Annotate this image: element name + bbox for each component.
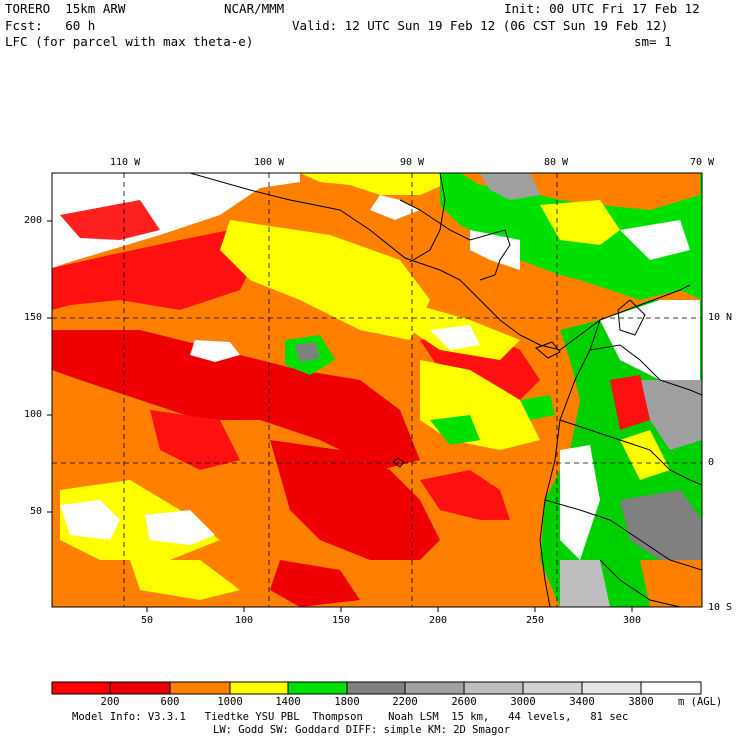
model-info-line2: LW: Godd SW: Goddard DIFF: simple KM: 2D… (213, 724, 511, 736)
init-time: Init: 00 UTC Fri 17 Feb 12 (504, 1, 700, 16)
colorbar-label: 600 (160, 696, 180, 708)
colorbar-label: 2200 (392, 696, 418, 708)
lon-label-100w: 100 W (254, 157, 285, 168)
colorbar-label: 1000 (217, 696, 243, 708)
colorbar-label: 3800 (628, 696, 654, 708)
colorbar-label: 1800 (334, 696, 360, 708)
y-grid-label-150: 150 (24, 312, 43, 323)
x-grid-label-50: 50 (141, 615, 154, 626)
map-frame (51, 172, 703, 608)
model-title: TORERO 15km ARW (5, 1, 126, 16)
colorbar-label: 1400 (275, 696, 301, 708)
colorbar-label: 3000 (510, 696, 536, 708)
y-grid-label-100: 100 (24, 409, 43, 420)
lat-label-10n: 10 N (708, 312, 733, 323)
x-grid-label-250: 250 (526, 615, 545, 626)
x-grid-label-300: 300 (623, 615, 642, 626)
y-grid-label-50: 50 (30, 506, 43, 517)
x-grid-label-200: 200 (429, 615, 448, 626)
colorbar-unit: m (AGL) (678, 696, 723, 708)
lon-label-70w: 70 W (690, 157, 715, 168)
colorbar-label: 3400 (569, 696, 595, 708)
model-info-line1: Model Info: V3.3.1 Tiedtke YSU PBL Thomp… (72, 711, 629, 723)
smoothing-label: sm= 1 (634, 34, 672, 49)
x-grid-label-150: 150 (332, 615, 351, 626)
red-band-center (52, 330, 420, 470)
y-grid-label-200: 200 (24, 215, 43, 226)
lon-label-90w: 90 W (400, 157, 425, 168)
white-area-northwest (52, 173, 300, 268)
coastlines (189, 173, 702, 607)
lon-label-80w: 80 W (544, 157, 569, 168)
forecast-hour: Fcst: 60 h (5, 18, 96, 33)
field-name: LFC (for parcel with max theta-e) (5, 34, 254, 49)
valid-time: Valid: 12 UTC Sun 19 Feb 12 (06 CST Sun … (292, 18, 669, 33)
lon-label-110w: 110 W (110, 157, 141, 168)
red-band-south (270, 440, 440, 560)
x-grid-label-100: 100 (235, 615, 254, 626)
colorbar-label: 2600 (451, 696, 477, 708)
lat-label-0: 0 (708, 457, 715, 468)
center-label: NCAR/MMM (224, 1, 285, 16)
colorbar-label: 200 (100, 696, 120, 708)
grid-ticks (47, 220, 633, 612)
lat-label-10s: 10 S (708, 602, 733, 613)
lfc-field (52, 173, 702, 607)
colorbar (51, 681, 702, 695)
lat-lon-grid (52, 173, 702, 607)
red-band-north (52, 230, 260, 310)
